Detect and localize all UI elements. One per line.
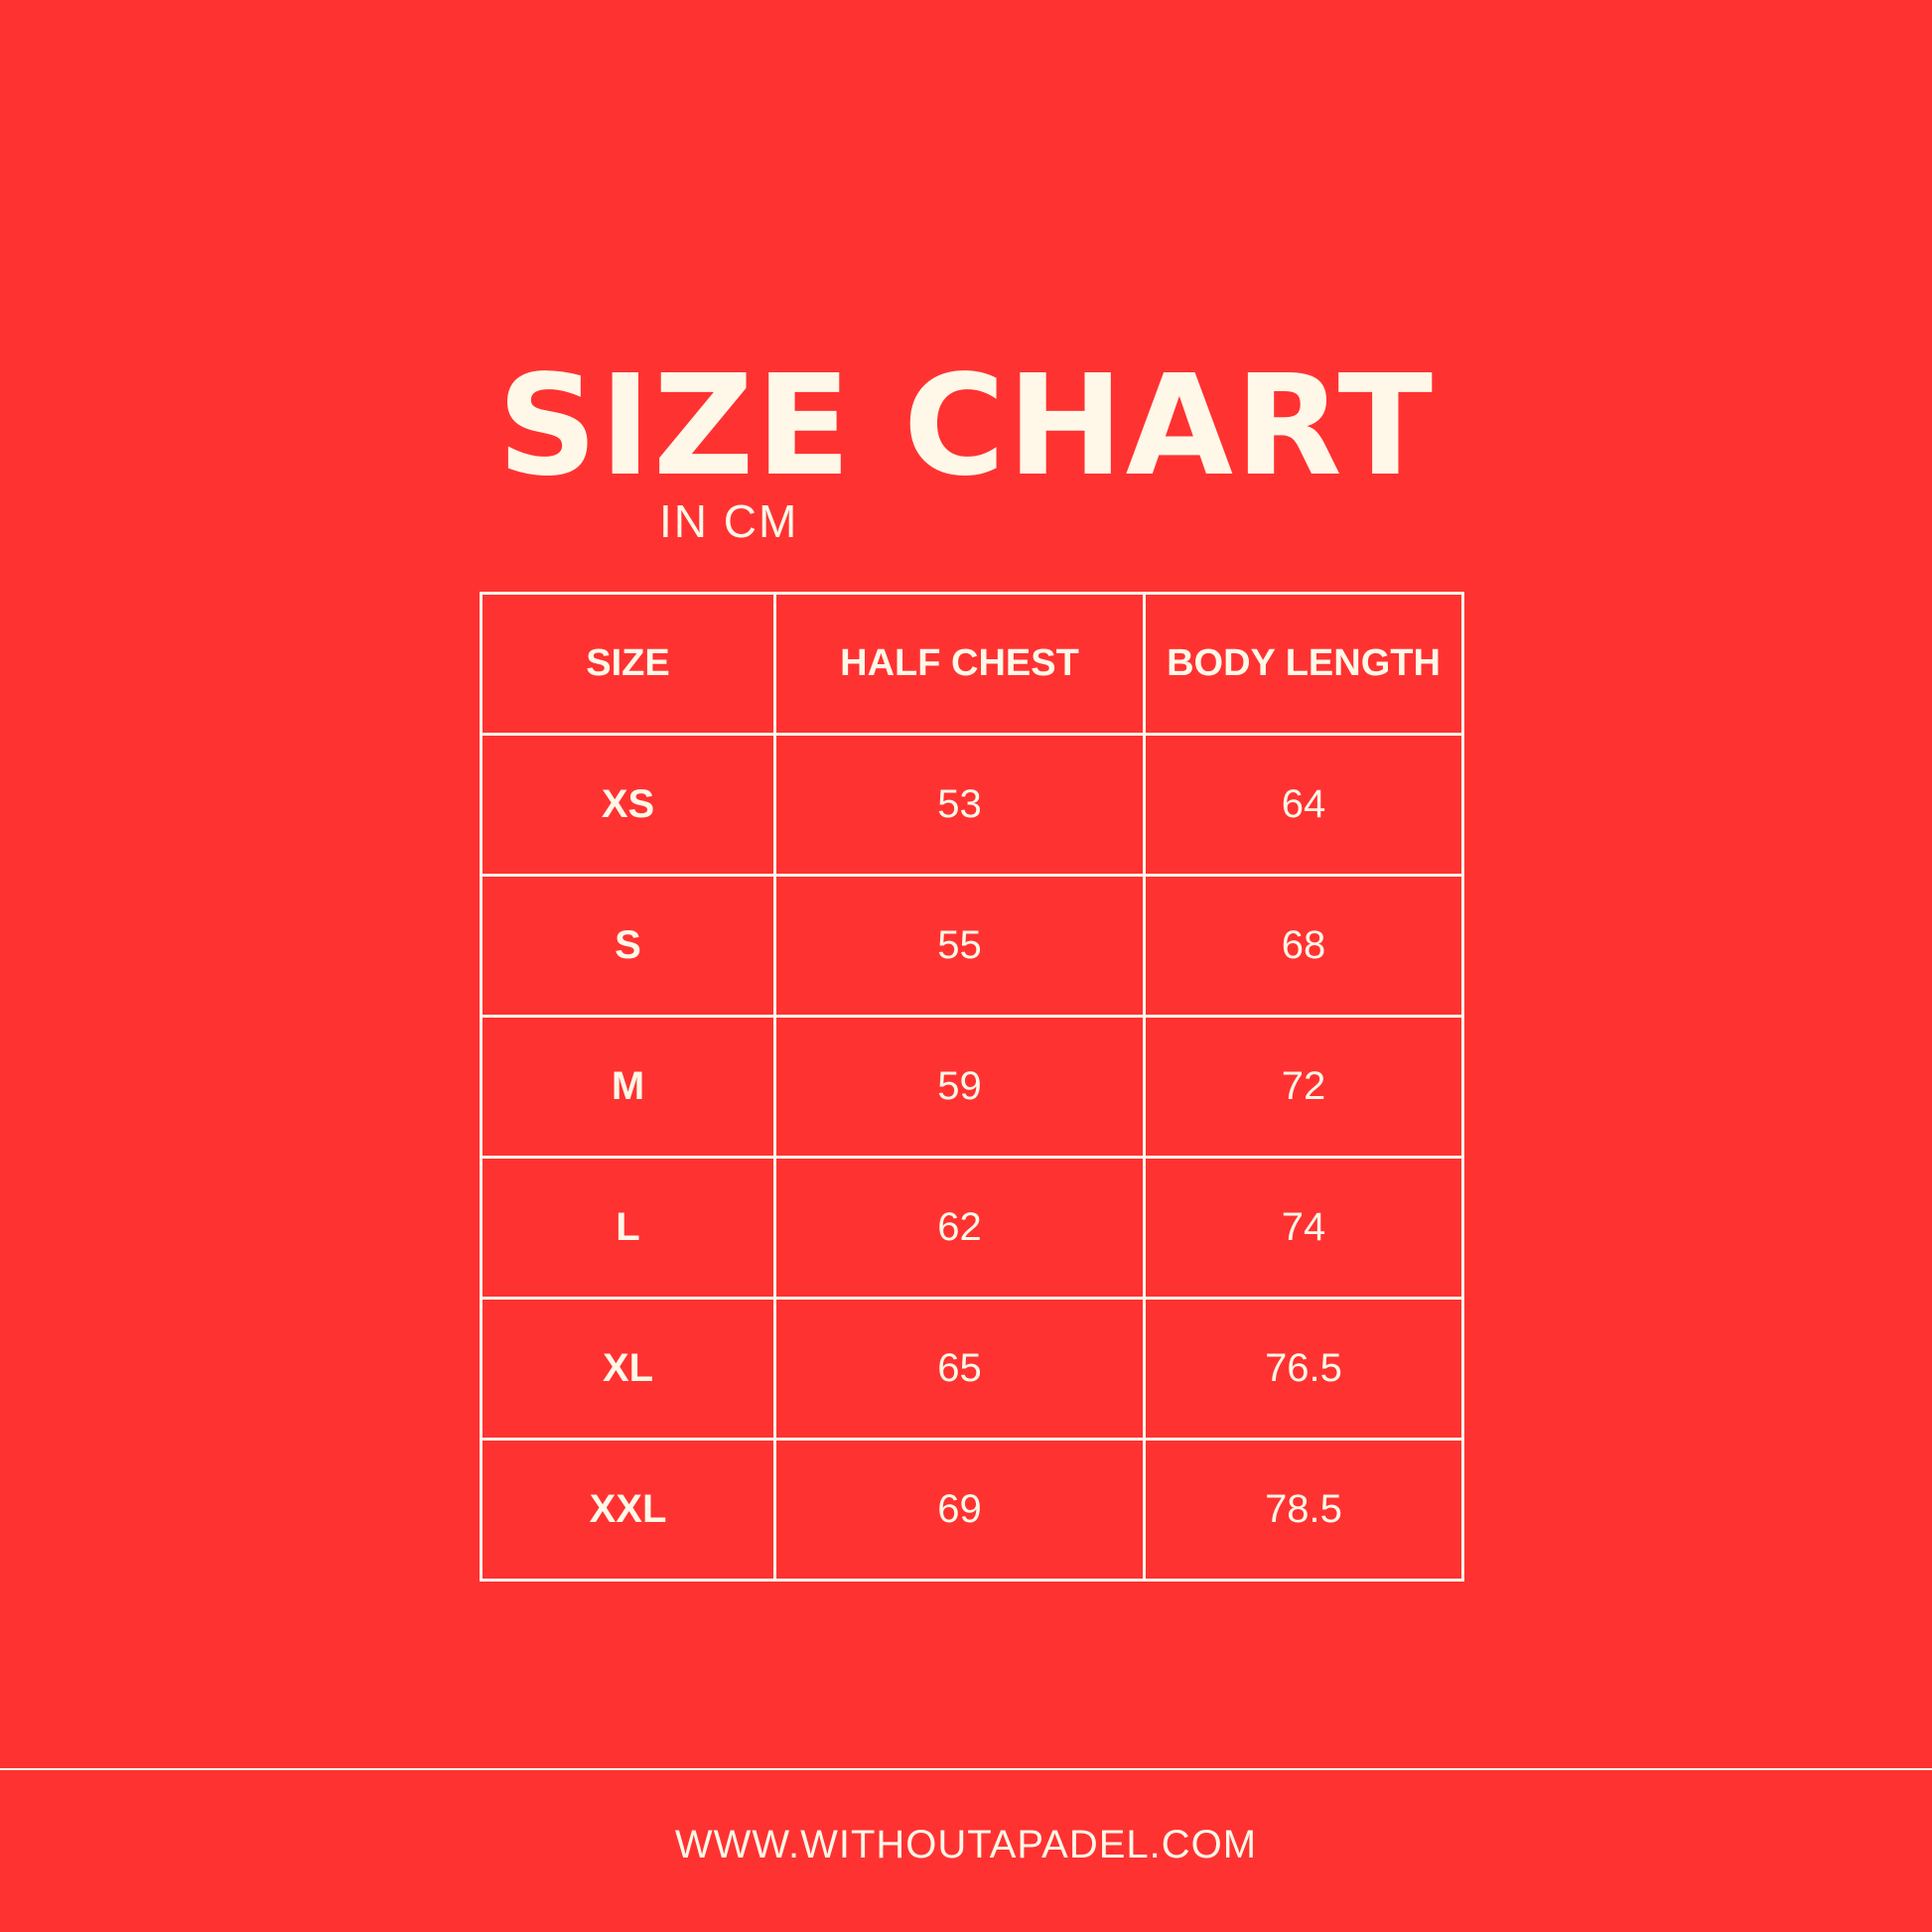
header-body-length: BODY LENGTH: [1143, 592, 1464, 736]
cell-size: S: [480, 874, 776, 1018]
cell-size: XS: [480, 733, 776, 877]
cell-half-chest: 59: [773, 1015, 1146, 1159]
cell-body-length: 64: [1143, 733, 1464, 877]
table-row: XS 53 64: [480, 733, 1464, 877]
page-title: SIZE CHART: [496, 345, 1436, 507]
table-header-row: SIZE HALF CHEST BODY LENGTH: [480, 592, 1464, 736]
table-row: M 59 72: [480, 1015, 1464, 1159]
size-table: SIZE HALF CHEST BODY LENGTH XS 53 64 S 55 68 M…: [480, 592, 1464, 1582]
cell-half-chest: 69: [773, 1438, 1146, 1582]
cell-half-chest: 53: [773, 733, 1146, 877]
cell-half-chest: 62: [773, 1156, 1146, 1300]
website-link[interactable]: WWW.WITHOUTAPADEL.COM: [674, 1823, 1258, 1866]
cell-size: L: [480, 1156, 776, 1300]
table-row: S 55 68: [480, 874, 1464, 1018]
cell-body-length: 72: [1143, 1015, 1464, 1159]
table-row: XL 65 76.5: [480, 1297, 1464, 1441]
cell-body-length: 68: [1143, 874, 1464, 1018]
cell-half-chest: 55: [773, 874, 1146, 1018]
header-size: SIZE: [480, 592, 776, 736]
cell-body-length: 76.5: [1143, 1297, 1464, 1441]
table-row: XXL 69 78.5: [480, 1438, 1464, 1582]
header-half-chest: HALF CHEST: [773, 592, 1146, 736]
cell-half-chest: 65: [773, 1297, 1146, 1441]
table-row: L 62 74: [480, 1156, 1464, 1300]
cell-size: XXL: [480, 1438, 776, 1582]
cell-size: M: [480, 1015, 776, 1159]
unit-subtitle: IN CM: [659, 495, 799, 547]
footer-divider: [0, 1768, 1932, 1770]
cell-size: XL: [480, 1297, 776, 1441]
cell-body-length: 78.5: [1143, 1438, 1464, 1582]
cell-body-length: 74: [1143, 1156, 1464, 1300]
